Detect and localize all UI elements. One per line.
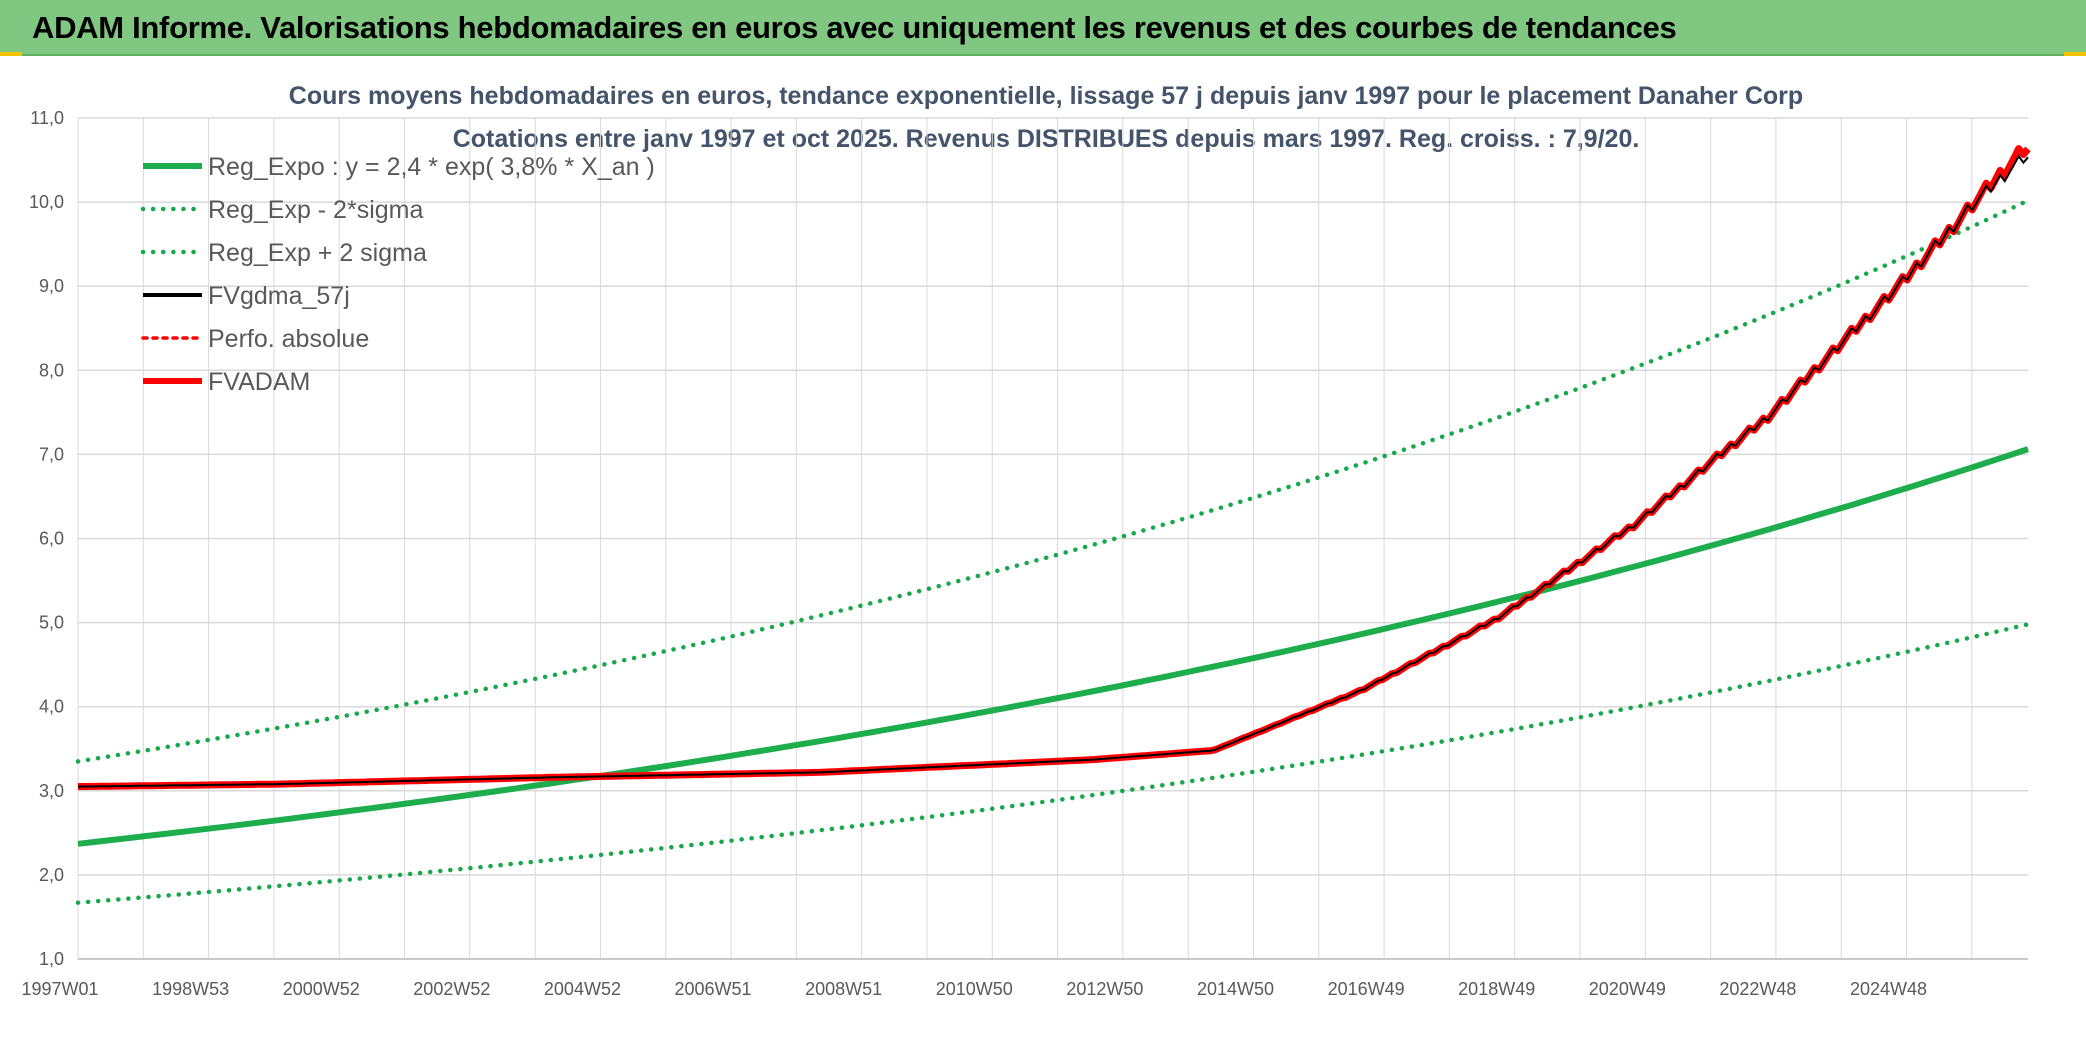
y-tick-label: 5,0 [39, 613, 64, 633]
chart-subtitle: Cotations entre janv 1997 et oct 2025. R… [453, 125, 1640, 153]
y-tick-label: 6,0 [39, 529, 64, 549]
x-tick-label: 2000W52 [283, 979, 360, 999]
x-tick-label: 2002W52 [413, 979, 490, 999]
y-tick-label: 7,0 [39, 444, 64, 464]
x-tick-label: 2016W49 [1328, 979, 1405, 999]
chart-area: Cours moyens hebdomadaires en euros, ten… [0, 56, 2086, 1037]
series-line-reg-exp-plus-2sigma [75, 198, 2031, 764]
y-tick-label: 3,0 [39, 781, 64, 801]
x-tick-label: 2022W48 [1719, 979, 1796, 999]
legend-reg-exp-plus-2sigma-label: Reg_Exp + 2 sigma [208, 239, 427, 267]
chart-title: Cours moyens hebdomadaires en euros, ten… [289, 82, 1803, 110]
x-tick-label: 2004W52 [544, 979, 621, 999]
x-tick-label: 2024W48 [1850, 979, 1927, 999]
y-tick-label: 10,0 [29, 192, 64, 212]
chart: Cours moyens hebdomadaires en euros, ten… [21, 82, 2031, 999]
gridlines [77, 117, 2028, 960]
legend-fvadam-label: FVADAM [208, 368, 310, 396]
y-tick-label: 11,0 [30, 108, 64, 128]
x-tick-label: 1997W01 [21, 979, 98, 999]
legend: Reg_Expo : y = 2,4 * exp( 3,8% * X_an ) R… [140, 153, 655, 396]
x-tick-label: 2006W51 [675, 979, 752, 999]
app-header: ADAM Informe. Valorisations hebdomadaire… [0, 0, 2086, 56]
x-tick-label: 2010W50 [936, 979, 1013, 999]
x-tick-label: 2020W49 [1589, 979, 1666, 999]
x-tick-label: 1998W53 [152, 979, 229, 999]
legend-reg-expo-label: Reg_Expo : y = 2,4 * exp( 3,8% * X_an ) [208, 153, 655, 181]
series-lines [75, 145, 2031, 905]
y-tick-label: 4,0 [39, 697, 64, 717]
y-tick-label: 1,0 [39, 949, 64, 969]
x-tick-label: 2012W50 [1066, 979, 1143, 999]
page-title: ADAM Informe. Valorisations hebdomadaire… [32, 10, 1677, 45]
x-tick-label: 2018W49 [1458, 979, 1535, 999]
legend-fvgdma-57j-label: FVgdma_57j [208, 282, 350, 310]
series-line-reg-exp-minus-2sigma [75, 622, 2031, 905]
series-line-fvgdma-57j [77, 154, 2029, 788]
legend-perfo-absolue-label: Perfo. absolue [208, 325, 369, 353]
y-tick-label: 8,0 [39, 360, 64, 380]
y-tick-label: 9,0 [39, 276, 64, 296]
series-line-reg-expo [77, 446, 2029, 847]
x-tick-label: 2008W51 [805, 979, 882, 999]
y-tick-label: 2,0 [39, 865, 64, 885]
legend-reg-exp-minus-2sigma-label: Reg_Exp - 2*sigma [208, 196, 423, 224]
corner-marker [2064, 52, 2086, 58]
corner-marker [0, 52, 22, 58]
x-tick-label: 2014W50 [1197, 979, 1274, 999]
axes: 1,0 2,0 3,0 4,0 5,0 6,0 7,0 8,0 9,0 10,0 11,0 1997W… [21, 108, 2028, 999]
